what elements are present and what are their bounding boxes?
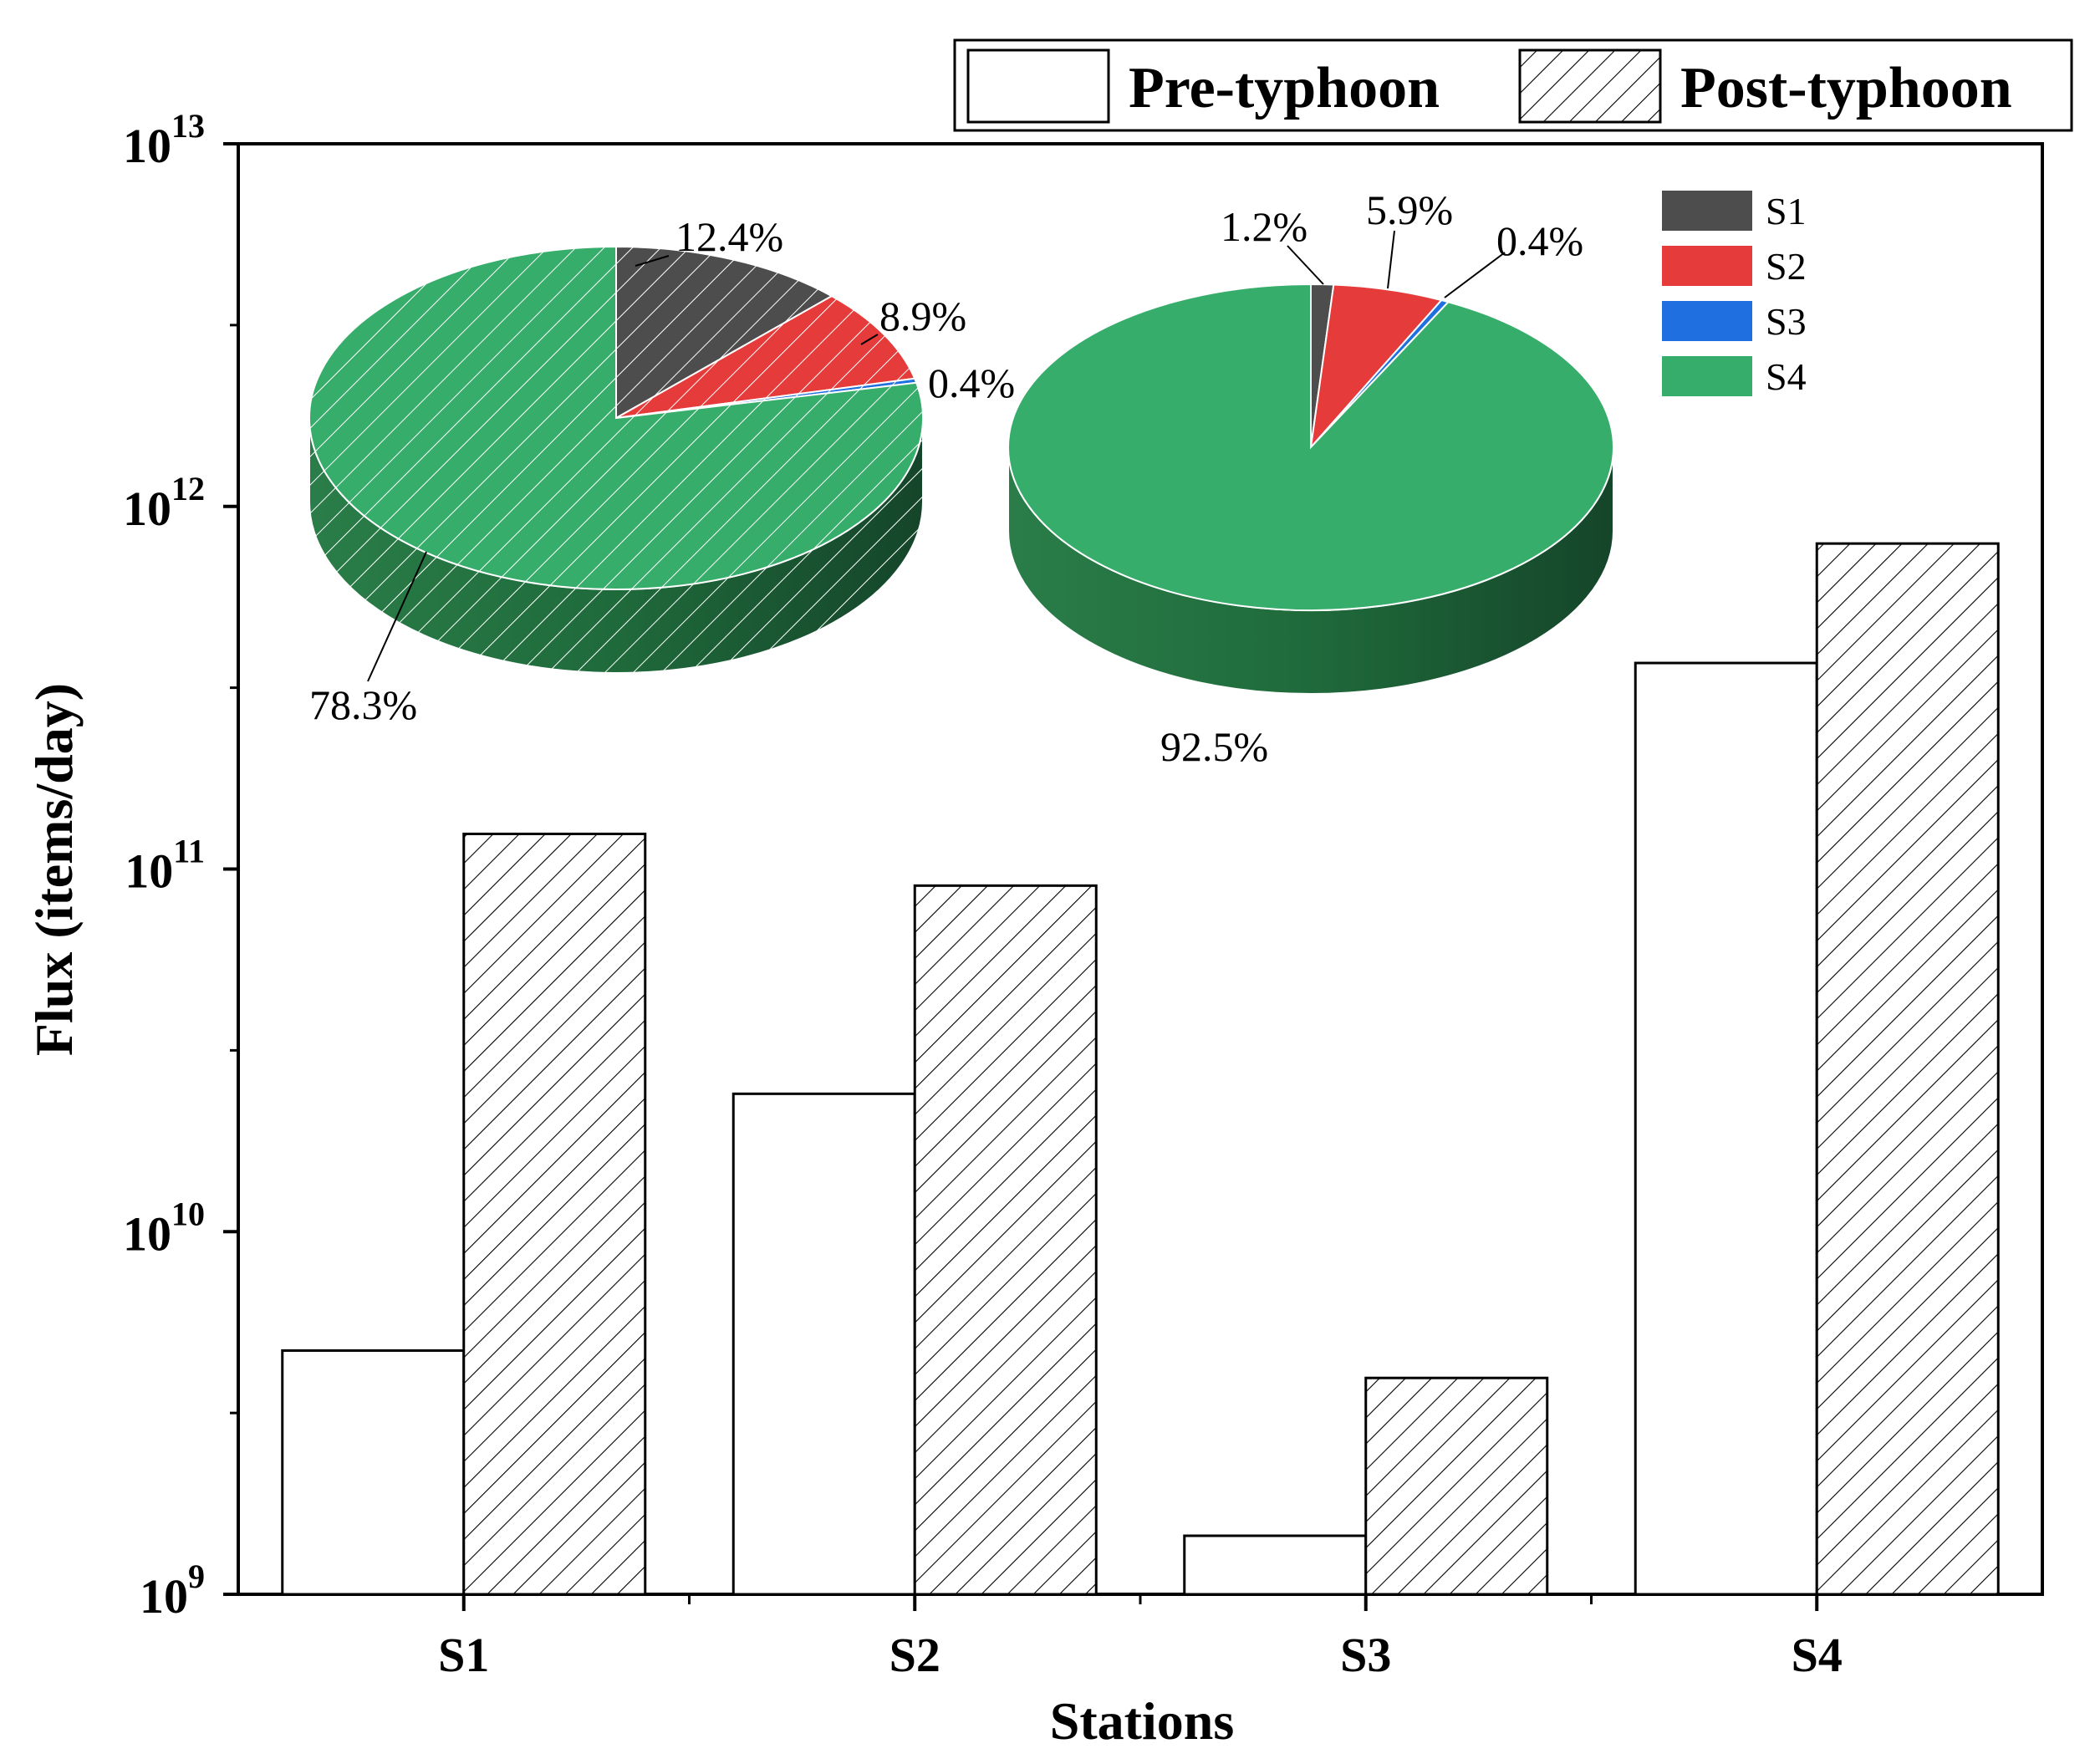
- pie-side-hatch: [309, 418, 923, 673]
- plot-area: 109 1010 1011 1012 1013 S1 S2 S3 S4: [123, 107, 2044, 1682]
- pie-label-s1: 12.4%: [675, 213, 783, 260]
- pie-leader-line: [860, 334, 879, 345]
- pie-slice-hatch: [616, 378, 917, 418]
- legend: Pre-typhoon Post-typhoon: [953, 38, 2073, 132]
- pie-legend-swatch-s2: [1662, 246, 1752, 286]
- pie-label-s4: 78.3%: [309, 681, 417, 728]
- pie-slice-hatch: [616, 247, 832, 418]
- bar-s3-pre: [1183, 1534, 1368, 1596]
- bar-s4-pre: [1634, 661, 1818, 1596]
- pie-legend-swatch-s1: [1662, 191, 1752, 231]
- bar-s1-pre: [281, 1348, 466, 1596]
- pie-slice-s4: [1007, 283, 1614, 611]
- pie-leader-line: [367, 551, 427, 682]
- pie-legend-label-s3: S3: [1766, 300, 1807, 343]
- y-tick-label: 109: [140, 1558, 205, 1624]
- pie-slice-hatch: [616, 296, 915, 418]
- y-tick-label: 1012: [123, 470, 205, 536]
- bar-s2-post: [913, 884, 1098, 1596]
- y-tick-label: 1013: [123, 107, 205, 173]
- legend-label-pre: Pre-typhoon: [1129, 56, 1440, 120]
- bars-group: [281, 542, 2000, 1596]
- pie-slice-hatch: [308, 247, 923, 590]
- pie-legend-label-s4: S4: [1766, 355, 1807, 398]
- y-tick-label: 1011: [125, 833, 205, 899]
- pie-legend-swatch-s3: [1662, 301, 1752, 341]
- pie-slice-s2: [1309, 283, 1444, 451]
- pie-label-s1: 1.2%: [1221, 203, 1307, 250]
- pie-legend-label-s2: S2: [1766, 245, 1807, 288]
- y-axis: 109 1010 1011 1012 1013: [123, 107, 238, 1624]
- pie-legend-swatch-s4: [1662, 356, 1752, 396]
- pie-leader-line: [1287, 245, 1324, 285]
- bar-s2-pre: [731, 1092, 916, 1596]
- x-tick-label-s4: S4: [1792, 1628, 1843, 1682]
- bar-s3-post: [1364, 1376, 1549, 1596]
- pie-label-s3: 0.4%: [928, 359, 1015, 406]
- x-tick-label-s2: S2: [889, 1628, 940, 1682]
- x-tick-label-s1: S1: [438, 1628, 489, 1682]
- pie-label-s2: 8.9%: [879, 293, 966, 339]
- pie-leader-line: [1444, 252, 1506, 298]
- bar-s4-post: [1815, 542, 2000, 1596]
- pie-pre-typhoon-inset: 12.4% 8.9% 0.4% 78.3%: [308, 213, 1015, 728]
- pie-post-typhoon-inset: 1.2% 5.9% 0.4% 92.5%: [1007, 186, 1614, 770]
- pie-leader-line: [635, 255, 670, 267]
- pie-label-s2: 5.9%: [1366, 186, 1453, 233]
- pie-legend: S1 S2 S3 S4: [1662, 190, 1807, 398]
- pie-insets: 12.4% 8.9% 0.4% 78.3% 1.2% 5.9% 0.4% 92.5%: [308, 186, 1614, 770]
- pie-legend-label-s1: S1: [1766, 190, 1807, 232]
- legend-swatch-post: [1518, 48, 1662, 124]
- legend-label-post: Post-typhoon: [1680, 56, 2012, 120]
- legend-swatch-pre: [966, 48, 1110, 124]
- y-axis-label: Flux (items/day): [24, 683, 84, 1056]
- pie-label-s3: 0.4%: [1496, 217, 1583, 264]
- x-tick-label-s3: S3: [1340, 1628, 1391, 1682]
- y-tick-label: 1010: [123, 1195, 205, 1261]
- x-axis: S1 S2 S3 S4: [438, 1594, 1843, 1682]
- bar-s1-post: [462, 832, 647, 1596]
- x-axis-label: Stations: [1050, 1691, 1235, 1751]
- pie-label-s4: 92.5%: [1160, 723, 1268, 770]
- pie-leader-line: [1387, 230, 1395, 289]
